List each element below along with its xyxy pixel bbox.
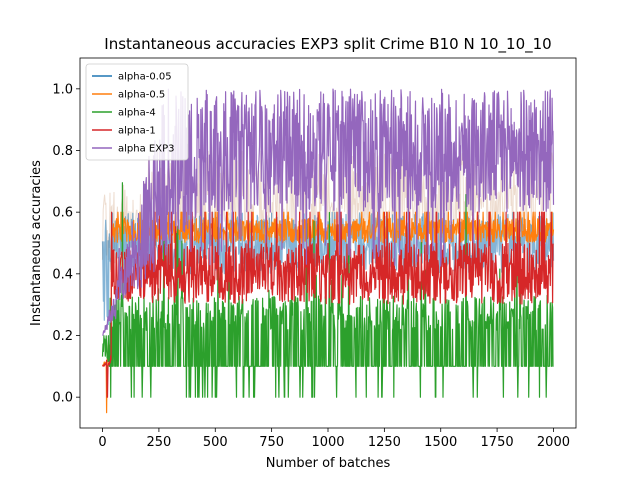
x-tick-label: 1250 <box>368 435 401 450</box>
legend-label: alpha-0.05 <box>118 72 172 83</box>
y-tick-label: 0.0 <box>52 391 73 406</box>
x-tick-label: 250 <box>146 435 171 450</box>
x-tick-label: 0 <box>98 435 106 450</box>
series-line-alpha-exp3 <box>102 88 555 336</box>
x-tick-label: 1500 <box>424 435 457 450</box>
x-tick-label: 1000 <box>311 435 344 450</box>
y-tick-label: 1.0 <box>52 82 73 97</box>
series-line-alpha-1 <box>102 211 554 398</box>
x-tick-label: 750 <box>259 435 284 450</box>
legend-box <box>85 63 189 161</box>
y-axis-label: Instantaneous accuracies <box>29 160 44 326</box>
axis-ticks: 0 250 500 750 1000 1250 1500 1750 2000 0.0 0.2 0.4 0… <box>52 82 570 450</box>
y-tick-label: 0.4 <box>52 267 73 282</box>
legend-label: alpha-0.5 <box>118 90 165 101</box>
x-tick-label: 2000 <box>537 435 570 450</box>
legend: alpha-0.05 alpha-0.5 alpha-4 alpha-1 alpha E… <box>85 63 189 161</box>
legend-label: alpha-4 <box>118 108 156 119</box>
y-tick-label: 0.2 <box>52 329 73 344</box>
legend-label: alpha-1 <box>118 126 156 137</box>
legend-label: alpha EXP3 <box>118 144 174 155</box>
y-tick-label: 0.8 <box>52 144 73 159</box>
x-tick-label: 1750 <box>481 435 514 450</box>
chart-title: Instantaneous accuracies EXP3 split Crim… <box>104 35 551 54</box>
x-tick-label: 500 <box>203 435 228 450</box>
y-tick-label: 0.6 <box>52 206 73 221</box>
plot-area <box>101 88 555 414</box>
x-axis-label: Number of batches <box>266 456 391 471</box>
